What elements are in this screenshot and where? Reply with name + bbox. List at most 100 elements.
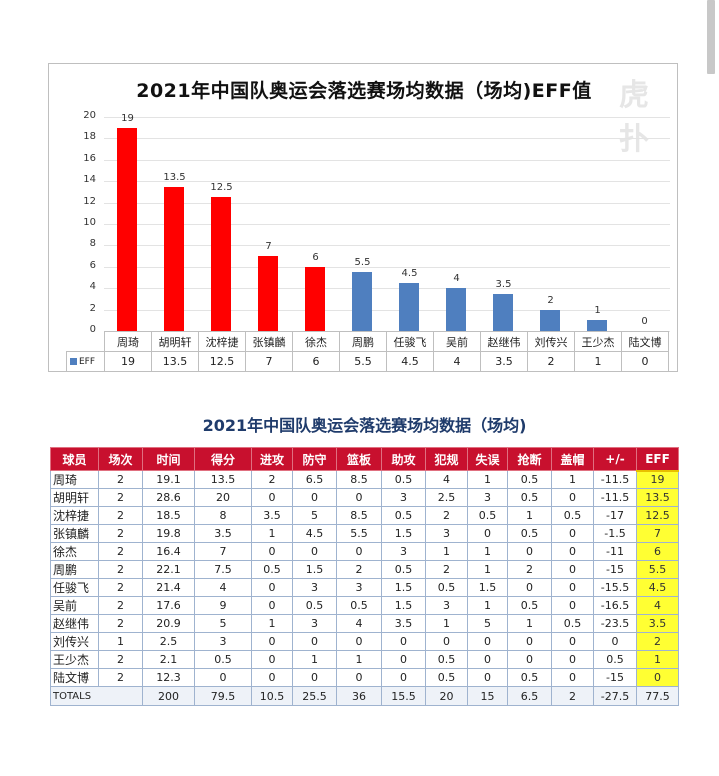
eff-cell: 6 xyxy=(636,542,679,561)
stat-cell: 0 xyxy=(467,668,508,687)
stat-cell: 0.5 xyxy=(292,596,337,615)
column-header[interactable]: 犯规 xyxy=(425,447,468,471)
player-name-cell: 周琦 xyxy=(50,470,99,489)
column-header[interactable]: 助攻 xyxy=(381,447,426,471)
stat-cell: 0.5 xyxy=(194,650,252,669)
totals-cell: 10.5 xyxy=(251,686,293,706)
stat-cell: 3.5 xyxy=(251,506,293,525)
y-tick-label: 4 xyxy=(89,281,96,293)
stat-cell: 0 xyxy=(251,650,293,669)
stat-cell: 1 xyxy=(507,506,552,525)
column-header[interactable]: 时间 xyxy=(142,447,195,471)
scrollbar[interactable] xyxy=(707,0,715,74)
eff-bar-chart: 2021年中国队奥运会落选赛场均数据（场均)EFF值 虎扑 0 2 4 6 8 10 12 1… xyxy=(48,63,678,372)
stat-cell: 2.5 xyxy=(425,488,468,507)
totals-cell: 25.5 xyxy=(292,686,337,706)
stat-cell: 3 xyxy=(336,578,382,597)
stat-cell: 0 xyxy=(551,632,594,651)
category-label: 任骏飞 xyxy=(386,331,434,352)
stat-cell: 2 xyxy=(336,560,382,579)
stat-cell: 2 xyxy=(98,488,143,507)
bar[interactable] xyxy=(352,272,372,331)
player-name-cell: 赵继伟 xyxy=(50,614,99,633)
category-value: 2 xyxy=(527,351,575,372)
column-header[interactable]: 进攻 xyxy=(251,447,293,471)
totals-cell: 6.5 xyxy=(507,686,552,706)
column-header[interactable]: 场次 xyxy=(98,447,143,471)
legend-entry: EFF xyxy=(66,351,105,372)
column-header[interactable]: 防守 xyxy=(292,447,337,471)
y-tick-label: 12 xyxy=(83,195,96,207)
stat-cell: 0 xyxy=(292,488,337,507)
category-label: 沈梓捷 xyxy=(198,331,246,352)
column-header[interactable]: 失误 xyxy=(467,447,508,471)
stat-cell: 0 xyxy=(425,632,468,651)
gridline xyxy=(104,138,670,140)
bar[interactable] xyxy=(446,288,466,331)
stat-cell: 1 xyxy=(251,524,293,543)
stat-cell: 0 xyxy=(292,632,337,651)
stat-cell: 1.5 xyxy=(381,596,426,615)
stat-cell: 0 xyxy=(336,632,382,651)
stat-cell: 0 xyxy=(381,650,426,669)
bar[interactable] xyxy=(493,293,513,331)
category-value: 12.5 xyxy=(198,351,246,372)
bar-value-label: 12.5 xyxy=(210,182,233,194)
stat-cell: -11.5 xyxy=(593,470,637,489)
table-row: 周鹏 2 22.1 7.5 0.5 1.5 2 0.5 2 1 2 0 -15 5.5 xyxy=(50,560,679,579)
table-title: 2021年中国队奥运会落选赛场均数据（场均) xyxy=(202,416,527,435)
bar[interactable] xyxy=(164,186,184,331)
stat-cell: 19.8 xyxy=(142,524,195,543)
bar[interactable] xyxy=(305,266,325,331)
totals-cell: 200 xyxy=(142,686,195,706)
eff-cell: 4.5 xyxy=(636,578,679,597)
stat-cell: -15 xyxy=(593,560,637,579)
bar-group: 0 xyxy=(621,117,668,331)
stat-cell: 2 xyxy=(98,524,143,543)
totals-cell: 77.5 xyxy=(636,686,679,706)
bar-value-label: 4 xyxy=(453,273,460,285)
bar[interactable] xyxy=(540,309,560,331)
stat-cell: 2 xyxy=(98,596,143,615)
bar[interactable] xyxy=(587,320,607,331)
stat-cell: 3 xyxy=(425,524,468,543)
column-header[interactable]: 得分 xyxy=(194,447,252,471)
column-header[interactable]: 篮板 xyxy=(336,447,382,471)
table-row: 周琦 2 19.1 13.5 2 6.5 8.5 0.5 4 1 0.5 1 -11.5 19 xyxy=(50,470,679,489)
stat-cell: 0.5 xyxy=(551,506,594,525)
stat-cell: 5.5 xyxy=(336,524,382,543)
stat-cell: -16.5 xyxy=(593,596,637,615)
stat-cell: 1 xyxy=(507,614,552,633)
totals-cell: 36 xyxy=(336,686,382,706)
bar-group: 4.5 xyxy=(386,117,433,331)
bar[interactable] xyxy=(258,256,278,331)
bar[interactable] xyxy=(117,127,137,331)
column-header[interactable]: EFF xyxy=(636,447,679,472)
stat-cell: 0 xyxy=(551,560,594,579)
column-header[interactable]: 球员 xyxy=(50,447,99,471)
column-header[interactable]: +/- xyxy=(593,447,637,471)
column-header[interactable]: 抢断 xyxy=(507,447,552,471)
stat-cell: 1 xyxy=(336,650,382,669)
stat-cell: 0 xyxy=(551,488,594,507)
stat-cell: 1 xyxy=(551,470,594,489)
stat-cell: 0 xyxy=(551,596,594,615)
bar-value-label: 1 xyxy=(594,305,601,317)
bar[interactable] xyxy=(211,197,231,331)
eff-cell: 4 xyxy=(636,596,679,615)
table-row: 陆文博 2 12.3 0 0 0 0 0 0.5 0 0.5 0 -15 0 xyxy=(50,668,679,687)
bar[interactable] xyxy=(399,282,419,331)
category-label: 吴前 xyxy=(433,331,481,352)
y-tick-label: 20 xyxy=(83,110,96,121)
bar-value-label: 2 xyxy=(547,294,554,306)
stat-cell: 1 xyxy=(467,470,508,489)
stat-cell: 0.5 xyxy=(425,650,468,669)
gridline xyxy=(104,266,670,268)
stat-cell: 4 xyxy=(425,470,468,489)
column-header[interactable]: 盖帽 xyxy=(551,447,594,471)
chart-title: 2021年中国队奥运会落选赛场均数据（场均)EFF值 xyxy=(136,80,592,102)
stat-cell: 4.5 xyxy=(292,524,337,543)
stat-cell: 13.5 xyxy=(194,470,252,489)
gridline xyxy=(104,117,670,118)
chart-data-table: 周琦 胡明轩 沈梓捷 张镇麟 徐杰 周鹏 任骏飞 吴前 赵继伟 刘传兴 王少杰 陆文博 EFF 19 1… xyxy=(66,331,669,372)
